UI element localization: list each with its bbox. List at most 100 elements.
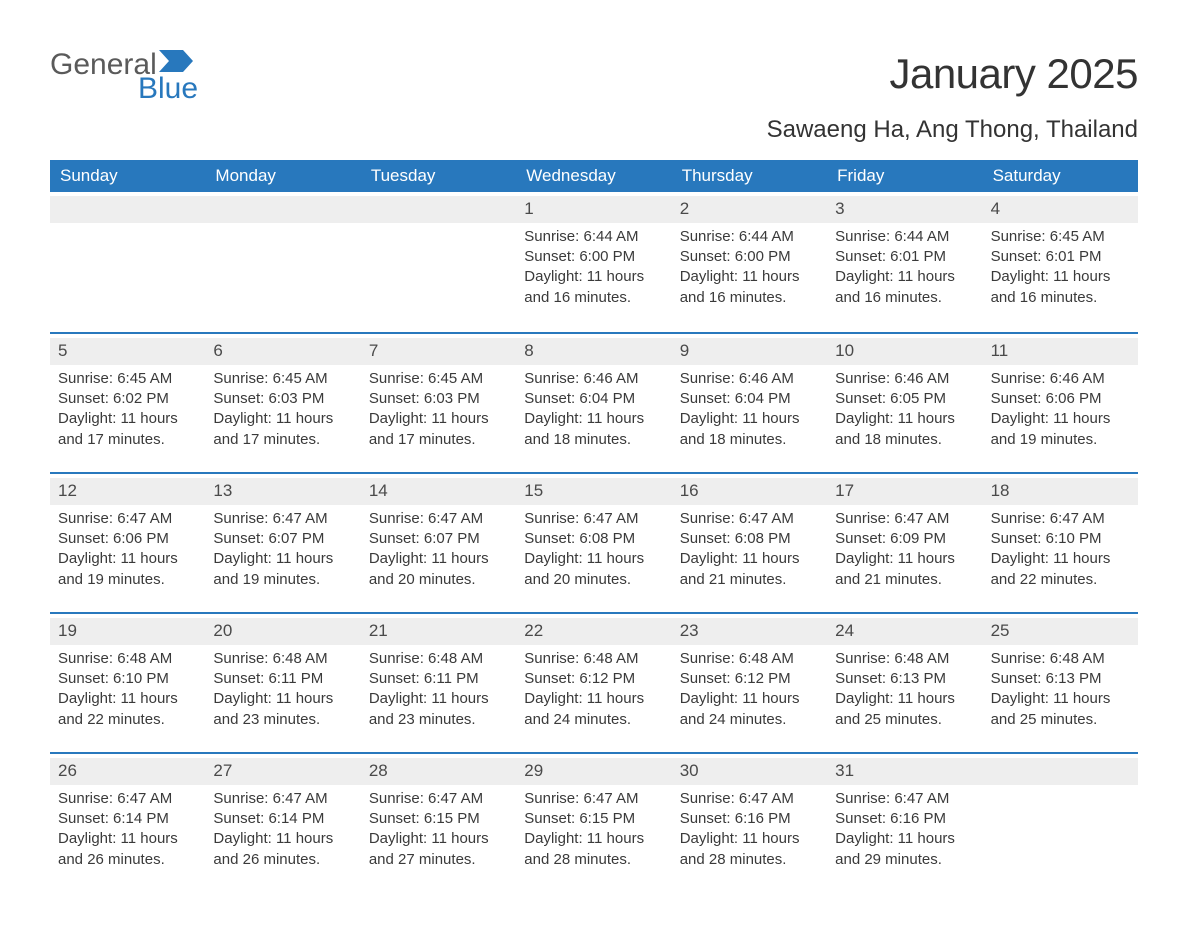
sunset-line: Sunset: 6:01 PM (991, 247, 1130, 267)
sunrise-line: Sunrise: 6:46 AM (524, 369, 663, 389)
day-body: Sunrise: 6:47 AMSunset: 6:06 PMDaylight:… (58, 509, 197, 590)
sunrise-line: Sunrise: 6:47 AM (58, 789, 197, 809)
weekday-header: Wednesday (516, 160, 671, 192)
sunset-line: Sunset: 6:13 PM (835, 669, 974, 689)
weekday-header-row: SundayMondayTuesdayWednesdayThursdayFrid… (50, 160, 1138, 192)
sunset-line: Sunset: 6:00 PM (680, 247, 819, 267)
week-spacer (50, 600, 1138, 612)
day-number: 23 (672, 618, 827, 645)
sunrise-line: Sunrise: 6:44 AM (524, 227, 663, 247)
day-cell: 11Sunrise: 6:46 AMSunset: 6:06 PMDayligh… (983, 334, 1138, 460)
weeks-container: 1Sunrise: 6:44 AMSunset: 6:00 PMDaylight… (50, 192, 1138, 880)
sunset-line: Sunset: 6:16 PM (680, 809, 819, 829)
day-number: 1 (516, 196, 671, 223)
daylight-line: Daylight: 11 hours and 28 minutes. (680, 829, 819, 870)
day-cell: 13Sunrise: 6:47 AMSunset: 6:07 PMDayligh… (205, 474, 360, 600)
day-cell: 10Sunrise: 6:46 AMSunset: 6:05 PMDayligh… (827, 334, 982, 460)
day-cell: 7Sunrise: 6:45 AMSunset: 6:03 PMDaylight… (361, 334, 516, 460)
day-number: 22 (516, 618, 671, 645)
sunrise-line: Sunrise: 6:47 AM (991, 509, 1130, 529)
day-cell: 21Sunrise: 6:48 AMSunset: 6:11 PMDayligh… (361, 614, 516, 740)
day-number: 2 (672, 196, 827, 223)
day-body: Sunrise: 6:47 AMSunset: 6:07 PMDaylight:… (369, 509, 508, 590)
day-number: 7 (361, 338, 516, 365)
daylight-line: Daylight: 11 hours and 19 minutes. (991, 409, 1130, 450)
day-cell: 4Sunrise: 6:45 AMSunset: 6:01 PMDaylight… (983, 192, 1138, 320)
sunrise-line: Sunrise: 6:47 AM (213, 509, 352, 529)
day-body: Sunrise: 6:45 AMSunset: 6:03 PMDaylight:… (213, 369, 352, 450)
sunset-line: Sunset: 6:09 PM (835, 529, 974, 549)
day-cell: 29Sunrise: 6:47 AMSunset: 6:15 PMDayligh… (516, 754, 671, 880)
day-cell: 23Sunrise: 6:48 AMSunset: 6:12 PMDayligh… (672, 614, 827, 740)
calendar-table: SundayMondayTuesdayWednesdayThursdayFrid… (50, 160, 1138, 880)
weekday-header: Saturday (983, 160, 1138, 192)
day-cell: 24Sunrise: 6:48 AMSunset: 6:13 PMDayligh… (827, 614, 982, 740)
sunset-line: Sunset: 6:04 PM (680, 389, 819, 409)
day-number: 12 (50, 478, 205, 505)
sunrise-line: Sunrise: 6:45 AM (213, 369, 352, 389)
weekday-header: Friday (827, 160, 982, 192)
brand-logo: General Blue (50, 50, 198, 104)
day-cell: 18Sunrise: 6:47 AMSunset: 6:10 PMDayligh… (983, 474, 1138, 600)
day-number: 30 (672, 758, 827, 785)
daylight-line: Daylight: 11 hours and 17 minutes. (213, 409, 352, 450)
daylight-line: Daylight: 11 hours and 18 minutes. (835, 409, 974, 450)
sunrise-line: Sunrise: 6:48 AM (991, 649, 1130, 669)
weekday-header: Thursday (672, 160, 827, 192)
page-title: January 2025 (767, 50, 1138, 98)
sunset-line: Sunset: 6:10 PM (991, 529, 1130, 549)
sunrise-line: Sunrise: 6:47 AM (213, 789, 352, 809)
sunrise-line: Sunrise: 6:46 AM (835, 369, 974, 389)
sunrise-line: Sunrise: 6:45 AM (369, 369, 508, 389)
day-body: Sunrise: 6:46 AMSunset: 6:04 PMDaylight:… (680, 369, 819, 450)
title-block: January 2025 Sawaeng Ha, Ang Thong, Thai… (767, 50, 1138, 154)
day-number (205, 196, 360, 223)
day-cell: 26Sunrise: 6:47 AMSunset: 6:14 PMDayligh… (50, 754, 205, 880)
day-body: Sunrise: 6:48 AMSunset: 6:12 PMDaylight:… (524, 649, 663, 730)
sunrise-line: Sunrise: 6:48 AM (58, 649, 197, 669)
day-body: Sunrise: 6:46 AMSunset: 6:04 PMDaylight:… (524, 369, 663, 450)
day-body: Sunrise: 6:45 AMSunset: 6:02 PMDaylight:… (58, 369, 197, 450)
week-row: 1Sunrise: 6:44 AMSunset: 6:00 PMDaylight… (50, 192, 1138, 320)
daylight-line: Daylight: 11 hours and 16 minutes. (991, 267, 1130, 308)
day-body: Sunrise: 6:47 AMSunset: 6:10 PMDaylight:… (991, 509, 1130, 590)
sunrise-line: Sunrise: 6:46 AM (680, 369, 819, 389)
day-cell: 25Sunrise: 6:48 AMSunset: 6:13 PMDayligh… (983, 614, 1138, 740)
daylight-line: Daylight: 11 hours and 27 minutes. (369, 829, 508, 870)
day-number: 14 (361, 478, 516, 505)
day-number: 3 (827, 196, 982, 223)
day-cell: 15Sunrise: 6:47 AMSunset: 6:08 PMDayligh… (516, 474, 671, 600)
daylight-line: Daylight: 11 hours and 25 minutes. (835, 689, 974, 730)
day-body: Sunrise: 6:47 AMSunset: 6:15 PMDaylight:… (524, 789, 663, 870)
sunrise-line: Sunrise: 6:44 AM (835, 227, 974, 247)
sunrise-line: Sunrise: 6:47 AM (58, 509, 197, 529)
sunset-line: Sunset: 6:16 PM (835, 809, 974, 829)
daylight-line: Daylight: 11 hours and 20 minutes. (369, 549, 508, 590)
day-number: 17 (827, 478, 982, 505)
brand-word-2: Blue (138, 74, 198, 104)
daylight-line: Daylight: 11 hours and 25 minutes. (991, 689, 1130, 730)
week-row: 26Sunrise: 6:47 AMSunset: 6:14 PMDayligh… (50, 752, 1138, 880)
day-cell (361, 192, 516, 320)
sunset-line: Sunset: 6:02 PM (58, 389, 197, 409)
sunrise-line: Sunrise: 6:47 AM (680, 509, 819, 529)
day-cell: 16Sunrise: 6:47 AMSunset: 6:08 PMDayligh… (672, 474, 827, 600)
day-number: 8 (516, 338, 671, 365)
sunset-line: Sunset: 6:06 PM (58, 529, 197, 549)
day-body: Sunrise: 6:47 AMSunset: 6:15 PMDaylight:… (369, 789, 508, 870)
day-number: 5 (50, 338, 205, 365)
day-body: Sunrise: 6:47 AMSunset: 6:16 PMDaylight:… (835, 789, 974, 870)
day-number (361, 196, 516, 223)
day-body: Sunrise: 6:44 AMSunset: 6:00 PMDaylight:… (524, 227, 663, 308)
day-cell: 30Sunrise: 6:47 AMSunset: 6:16 PMDayligh… (672, 754, 827, 880)
day-body: Sunrise: 6:47 AMSunset: 6:08 PMDaylight:… (524, 509, 663, 590)
sunset-line: Sunset: 6:08 PM (524, 529, 663, 549)
daylight-line: Daylight: 11 hours and 21 minutes. (680, 549, 819, 590)
daylight-line: Daylight: 11 hours and 23 minutes. (369, 689, 508, 730)
day-number: 24 (827, 618, 982, 645)
daylight-line: Daylight: 11 hours and 18 minutes. (524, 409, 663, 450)
daylight-line: Daylight: 11 hours and 19 minutes. (213, 549, 352, 590)
sunset-line: Sunset: 6:01 PM (835, 247, 974, 267)
sunrise-line: Sunrise: 6:47 AM (524, 789, 663, 809)
day-number: 19 (50, 618, 205, 645)
